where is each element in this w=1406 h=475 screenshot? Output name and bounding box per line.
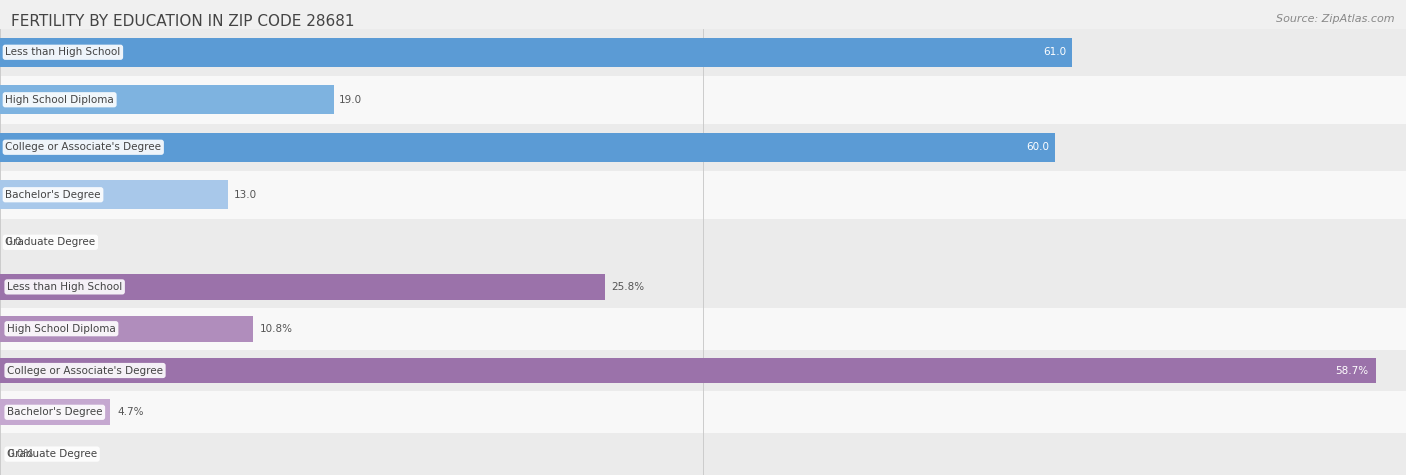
Bar — [0, 171, 1406, 218]
Text: College or Associate's Degree: College or Associate's Degree — [6, 142, 162, 152]
Text: High School Diploma: High School Diploma — [7, 323, 115, 334]
Bar — [0, 133, 1054, 162]
Text: Graduate Degree: Graduate Degree — [6, 237, 96, 247]
Text: 13.0: 13.0 — [233, 190, 257, 200]
Text: Less than High School: Less than High School — [7, 282, 122, 292]
Text: Source: ZipAtlas.com: Source: ZipAtlas.com — [1277, 14, 1395, 24]
Bar — [0, 358, 1375, 383]
Text: 10.8%: 10.8% — [260, 323, 292, 334]
Bar — [0, 316, 253, 342]
Text: 61.0: 61.0 — [1043, 47, 1067, 57]
Text: 0.0%: 0.0% — [7, 449, 34, 459]
Text: College or Associate's Degree: College or Associate's Degree — [7, 365, 163, 376]
Bar — [0, 85, 335, 114]
Bar — [0, 391, 1406, 433]
Bar — [0, 180, 228, 209]
Text: 19.0: 19.0 — [339, 95, 363, 105]
Text: Graduate Degree: Graduate Degree — [7, 449, 97, 459]
Bar — [0, 350, 1406, 391]
Bar — [0, 218, 1406, 266]
Bar — [0, 433, 1406, 475]
Bar — [0, 266, 1406, 308]
Bar — [0, 124, 1406, 171]
Text: 0.0: 0.0 — [6, 237, 21, 247]
Text: Less than High School: Less than High School — [6, 47, 121, 57]
Bar — [0, 399, 110, 425]
Text: FERTILITY BY EDUCATION IN ZIP CODE 28681: FERTILITY BY EDUCATION IN ZIP CODE 28681 — [11, 14, 354, 29]
Text: Bachelor's Degree: Bachelor's Degree — [7, 407, 103, 418]
Bar — [0, 28, 1406, 76]
Text: 4.7%: 4.7% — [117, 407, 143, 418]
Text: High School Diploma: High School Diploma — [6, 95, 114, 105]
Text: 25.8%: 25.8% — [612, 282, 645, 292]
Text: Bachelor's Degree: Bachelor's Degree — [6, 190, 101, 200]
Bar — [0, 76, 1406, 124]
Text: 60.0: 60.0 — [1026, 142, 1049, 152]
Bar — [0, 38, 1073, 67]
Text: 58.7%: 58.7% — [1336, 365, 1368, 376]
Bar — [0, 308, 1406, 350]
Bar — [0, 274, 605, 300]
